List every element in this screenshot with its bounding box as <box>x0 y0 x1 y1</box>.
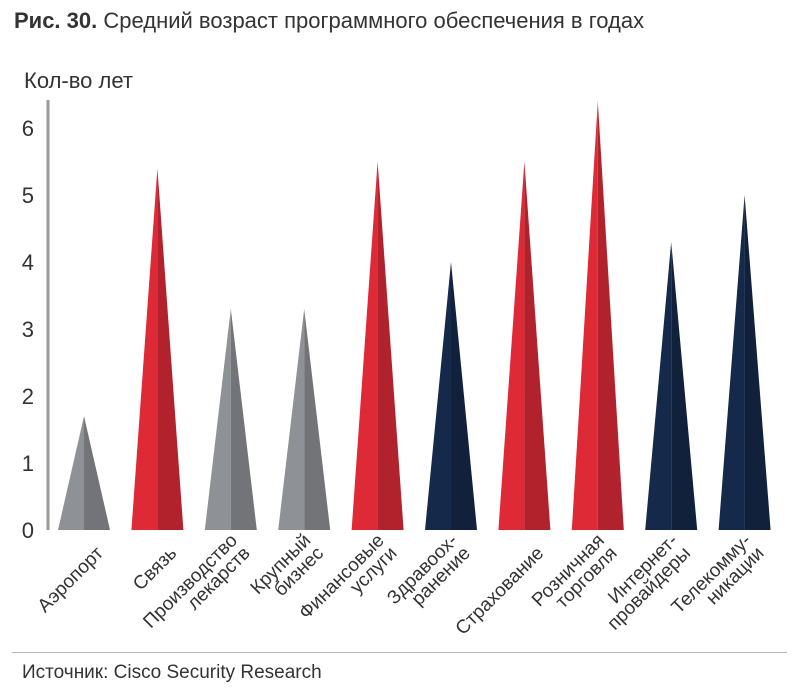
y-axis-title: Кол-во лет <box>24 68 133 93</box>
y-tick-label: 2 <box>22 384 34 409</box>
x-tick-label-line: Аэропорт <box>34 543 108 617</box>
bar-left-face <box>718 195 745 530</box>
bar-left-face <box>645 241 672 530</box>
bar-right-face <box>451 262 477 530</box>
y-tick-label: 0 <box>22 518 34 543</box>
y-axis: 0 1 2 3 4 5 6 <box>22 100 50 543</box>
bar-left-face <box>278 308 305 530</box>
bar <box>204 308 257 530</box>
bar-left-face <box>58 416 84 530</box>
bar-right-face <box>377 161 404 530</box>
bar <box>645 241 698 530</box>
x-tick-label: Аэропорт <box>34 543 108 617</box>
bar-left-face <box>425 262 451 530</box>
bar-right-face <box>157 168 184 530</box>
bar <box>571 101 624 530</box>
bar <box>351 161 404 530</box>
chart-title: Рис. 30. Средний возраст программного об… <box>14 8 644 34</box>
bar-left-face <box>351 161 378 530</box>
bar-left-face <box>571 101 598 530</box>
x-tick-label: Розничнаяторговля <box>528 530 622 624</box>
bar-right-face <box>744 195 771 530</box>
bar <box>498 161 551 530</box>
x-axis-labels: Аэропорт СвязьПроизводстволекарствКрупный… <box>34 530 769 645</box>
x-tick-label: Производстволекарств <box>139 530 254 645</box>
bar-right-face <box>597 101 624 530</box>
bar <box>131 168 184 530</box>
figure-number: Рис. 30. <box>14 8 98 33</box>
bar <box>718 195 771 530</box>
bar-left-face <box>131 168 158 530</box>
chart: Кол-во лет 0 1 2 3 4 5 6 Аэропорт СвязьПроизвод… <box>22 68 771 645</box>
bar-left-face <box>204 308 231 530</box>
bars <box>58 101 771 530</box>
x-tick-label: Здравоох-ранение <box>383 530 474 621</box>
y-tick-label: 6 <box>22 116 34 141</box>
bar-right-face <box>84 416 110 530</box>
bar-right-face <box>230 308 257 530</box>
y-tick-label: 1 <box>22 451 34 476</box>
source-note: Источник: Cisco Security Research <box>22 662 322 683</box>
bar-right-face <box>524 161 551 530</box>
x-tick-label: Телекомму-никации <box>668 530 769 631</box>
bar-right-face <box>304 308 331 530</box>
source-divider <box>12 652 787 653</box>
y-tick-label: 3 <box>22 317 34 342</box>
bar <box>58 416 110 530</box>
chart-title-text: Средний возраст программного обеспечения… <box>103 8 645 33</box>
bar <box>425 262 477 530</box>
bar-left-face <box>498 161 525 530</box>
bar-right-face <box>671 241 698 530</box>
y-tick-label: 5 <box>22 183 34 208</box>
y-tick-label: 4 <box>22 250 34 275</box>
bar <box>278 308 331 530</box>
